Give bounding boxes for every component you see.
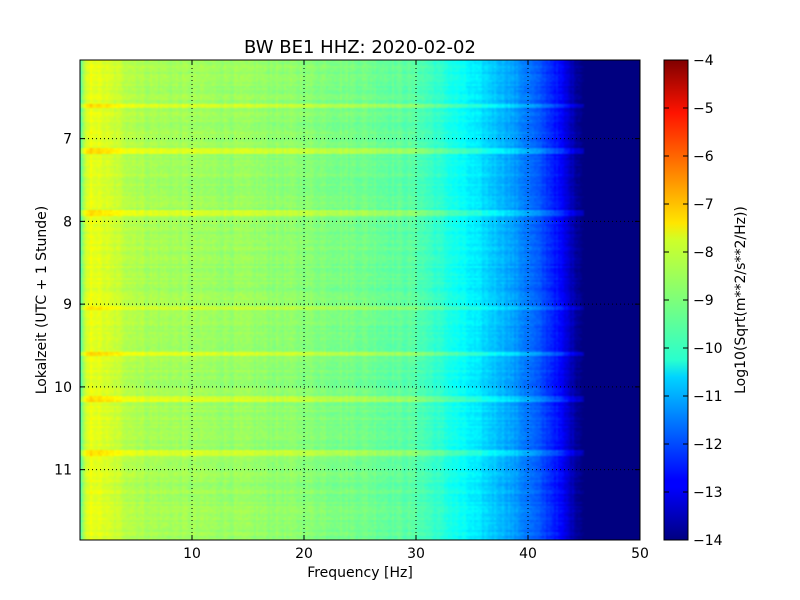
colorbar-tick-label: −8 [693, 245, 714, 261]
grid-lines [80, 60, 640, 540]
colorbar-tick-label: −10 [693, 341, 723, 357]
x-axis-label: Frequency [Hz] [307, 565, 413, 581]
x-tick-label: 50 [631, 546, 649, 562]
plot-area [80, 60, 640, 540]
chart-title: BW BE1 HHZ: 2020-02-02 [244, 37, 476, 58]
colorbar-tick-label: −11 [693, 389, 723, 405]
colorbar-tick-label: −9 [693, 293, 714, 309]
colorbar-tick-label: −7 [693, 197, 714, 213]
x-tick-label: 40 [519, 546, 537, 562]
spectrogram-heatmap [80, 60, 640, 540]
x-tick-label: 20 [295, 546, 313, 562]
y-axis-label: Lokalzeit (UTC + 1 Stunde) [34, 206, 50, 395]
y-tick-label: 9 [63, 297, 72, 313]
y-tick-label: 10 [54, 380, 72, 396]
colorbar-ticks: −4 −5 −6 −7 −8 −9 −10 −11 −12 −13 −14 [664, 53, 723, 549]
plot-frame [79, 59, 641, 541]
colorbar-label: Log10(Sqrt(m**2/s**2/Hz)) [733, 206, 749, 394]
colorbar-tick-label: −14 [693, 533, 723, 549]
colorbar-tick-label: −13 [693, 485, 723, 501]
colorbar-tick-label: −5 [693, 101, 714, 117]
x-axis-ticks: 10 20 30 40 50 [183, 60, 649, 562]
x-tick-label: 30 [407, 546, 425, 562]
y-tick-label: 7 [63, 132, 72, 148]
y-tick-label: 8 [63, 214, 72, 230]
colorbar-tick-label: −6 [693, 149, 714, 165]
x-tick-label: 10 [183, 546, 201, 562]
y-tick-label: 11 [54, 463, 72, 479]
colorbar-tick-label: −12 [693, 437, 723, 453]
y-axis-ticks: 7 8 9 10 11 [54, 132, 640, 479]
colorbar-tick-label: −4 [693, 53, 714, 69]
